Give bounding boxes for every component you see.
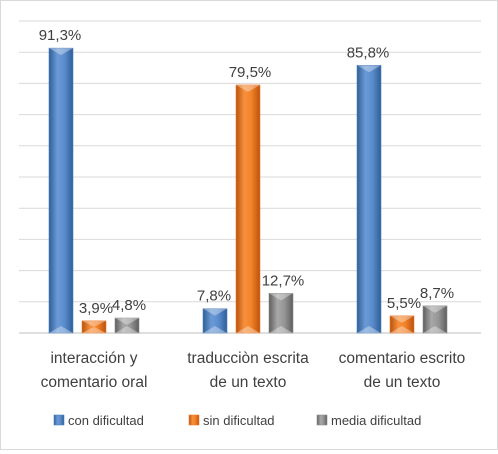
legend: con dificultad sin dificultad media dificu… [53,413,421,428]
bar-body [268,293,294,334]
category-labels: interacción y comentario oral traducciòn e… [41,350,466,391]
bar-body [202,308,228,334]
bar-bottom-bevel [390,326,414,333]
bar-body [235,84,261,334]
bar-body [422,305,448,334]
bar [356,65,382,334]
data-label: 5,5% [387,295,421,312]
legend-swatch [188,414,200,426]
category-label: de un texto [210,374,287,391]
bar [268,293,294,334]
bar [422,305,448,334]
bar [48,47,74,334]
bar-top-bevel [236,84,260,92]
data-label: 7,8% [197,288,231,305]
data-label: 3,9% [79,300,113,317]
bar-body [81,320,107,334]
bar-bottom-bevel [423,326,447,333]
bar-body [114,317,140,334]
data-label: 8,7% [420,285,454,302]
legend-swatch [53,414,65,426]
category-label: comentario oral [41,374,148,391]
legend-item: sin dificultad [188,413,275,428]
bar-top-bevel [203,308,227,316]
category-label: interacción y [50,350,137,367]
legend-item: media dificultad [316,413,421,428]
data-label: 12,7% [262,272,305,289]
bar-bottom-bevel [357,326,381,333]
bars [48,47,448,334]
bar-top-bevel [49,48,73,56]
bar-bottom-bevel [269,326,293,333]
bar-top-bevel [390,315,414,323]
bar-bottom-bevel [236,326,260,333]
legend-label: sin dificultad [203,413,275,428]
bar-bottom-bevel [203,326,227,333]
data-label: 4,8% [112,297,146,314]
bar-body [48,47,74,334]
bar-top-bevel [82,320,106,327]
bar-bottom-bevel [82,326,106,333]
legend-item: con dificultad [53,413,144,428]
data-labels: 91,3% 3,9%4,8% 7,8% 79,5% 12,7% 85,8% 5,5%8,7% [39,27,454,317]
data-label: 91,3% [39,27,82,44]
data-label: 79,5% [229,64,272,81]
category-label: traducciòn escrita [187,350,309,367]
bar-top-bevel [115,318,139,326]
bar [235,84,261,334]
category-label: de un texto [364,374,441,391]
bar-top-bevel [357,65,381,73]
bar-top-bevel [423,305,447,313]
bar [114,317,140,334]
bar-top-bevel [269,293,293,301]
bar-bottom-bevel [115,326,139,333]
legend-swatch [316,414,328,426]
bar-body [356,65,382,334]
bar-bottom-bevel [49,326,73,333]
category-label: comentario escrito [339,350,466,367]
bar [81,320,107,334]
bar [389,315,415,334]
bar [202,308,228,334]
legend-label: media dificultad [331,413,421,428]
legend-label: con dificultad [68,413,144,428]
bar-body [389,315,415,334]
data-label: 85,8% [347,44,390,61]
